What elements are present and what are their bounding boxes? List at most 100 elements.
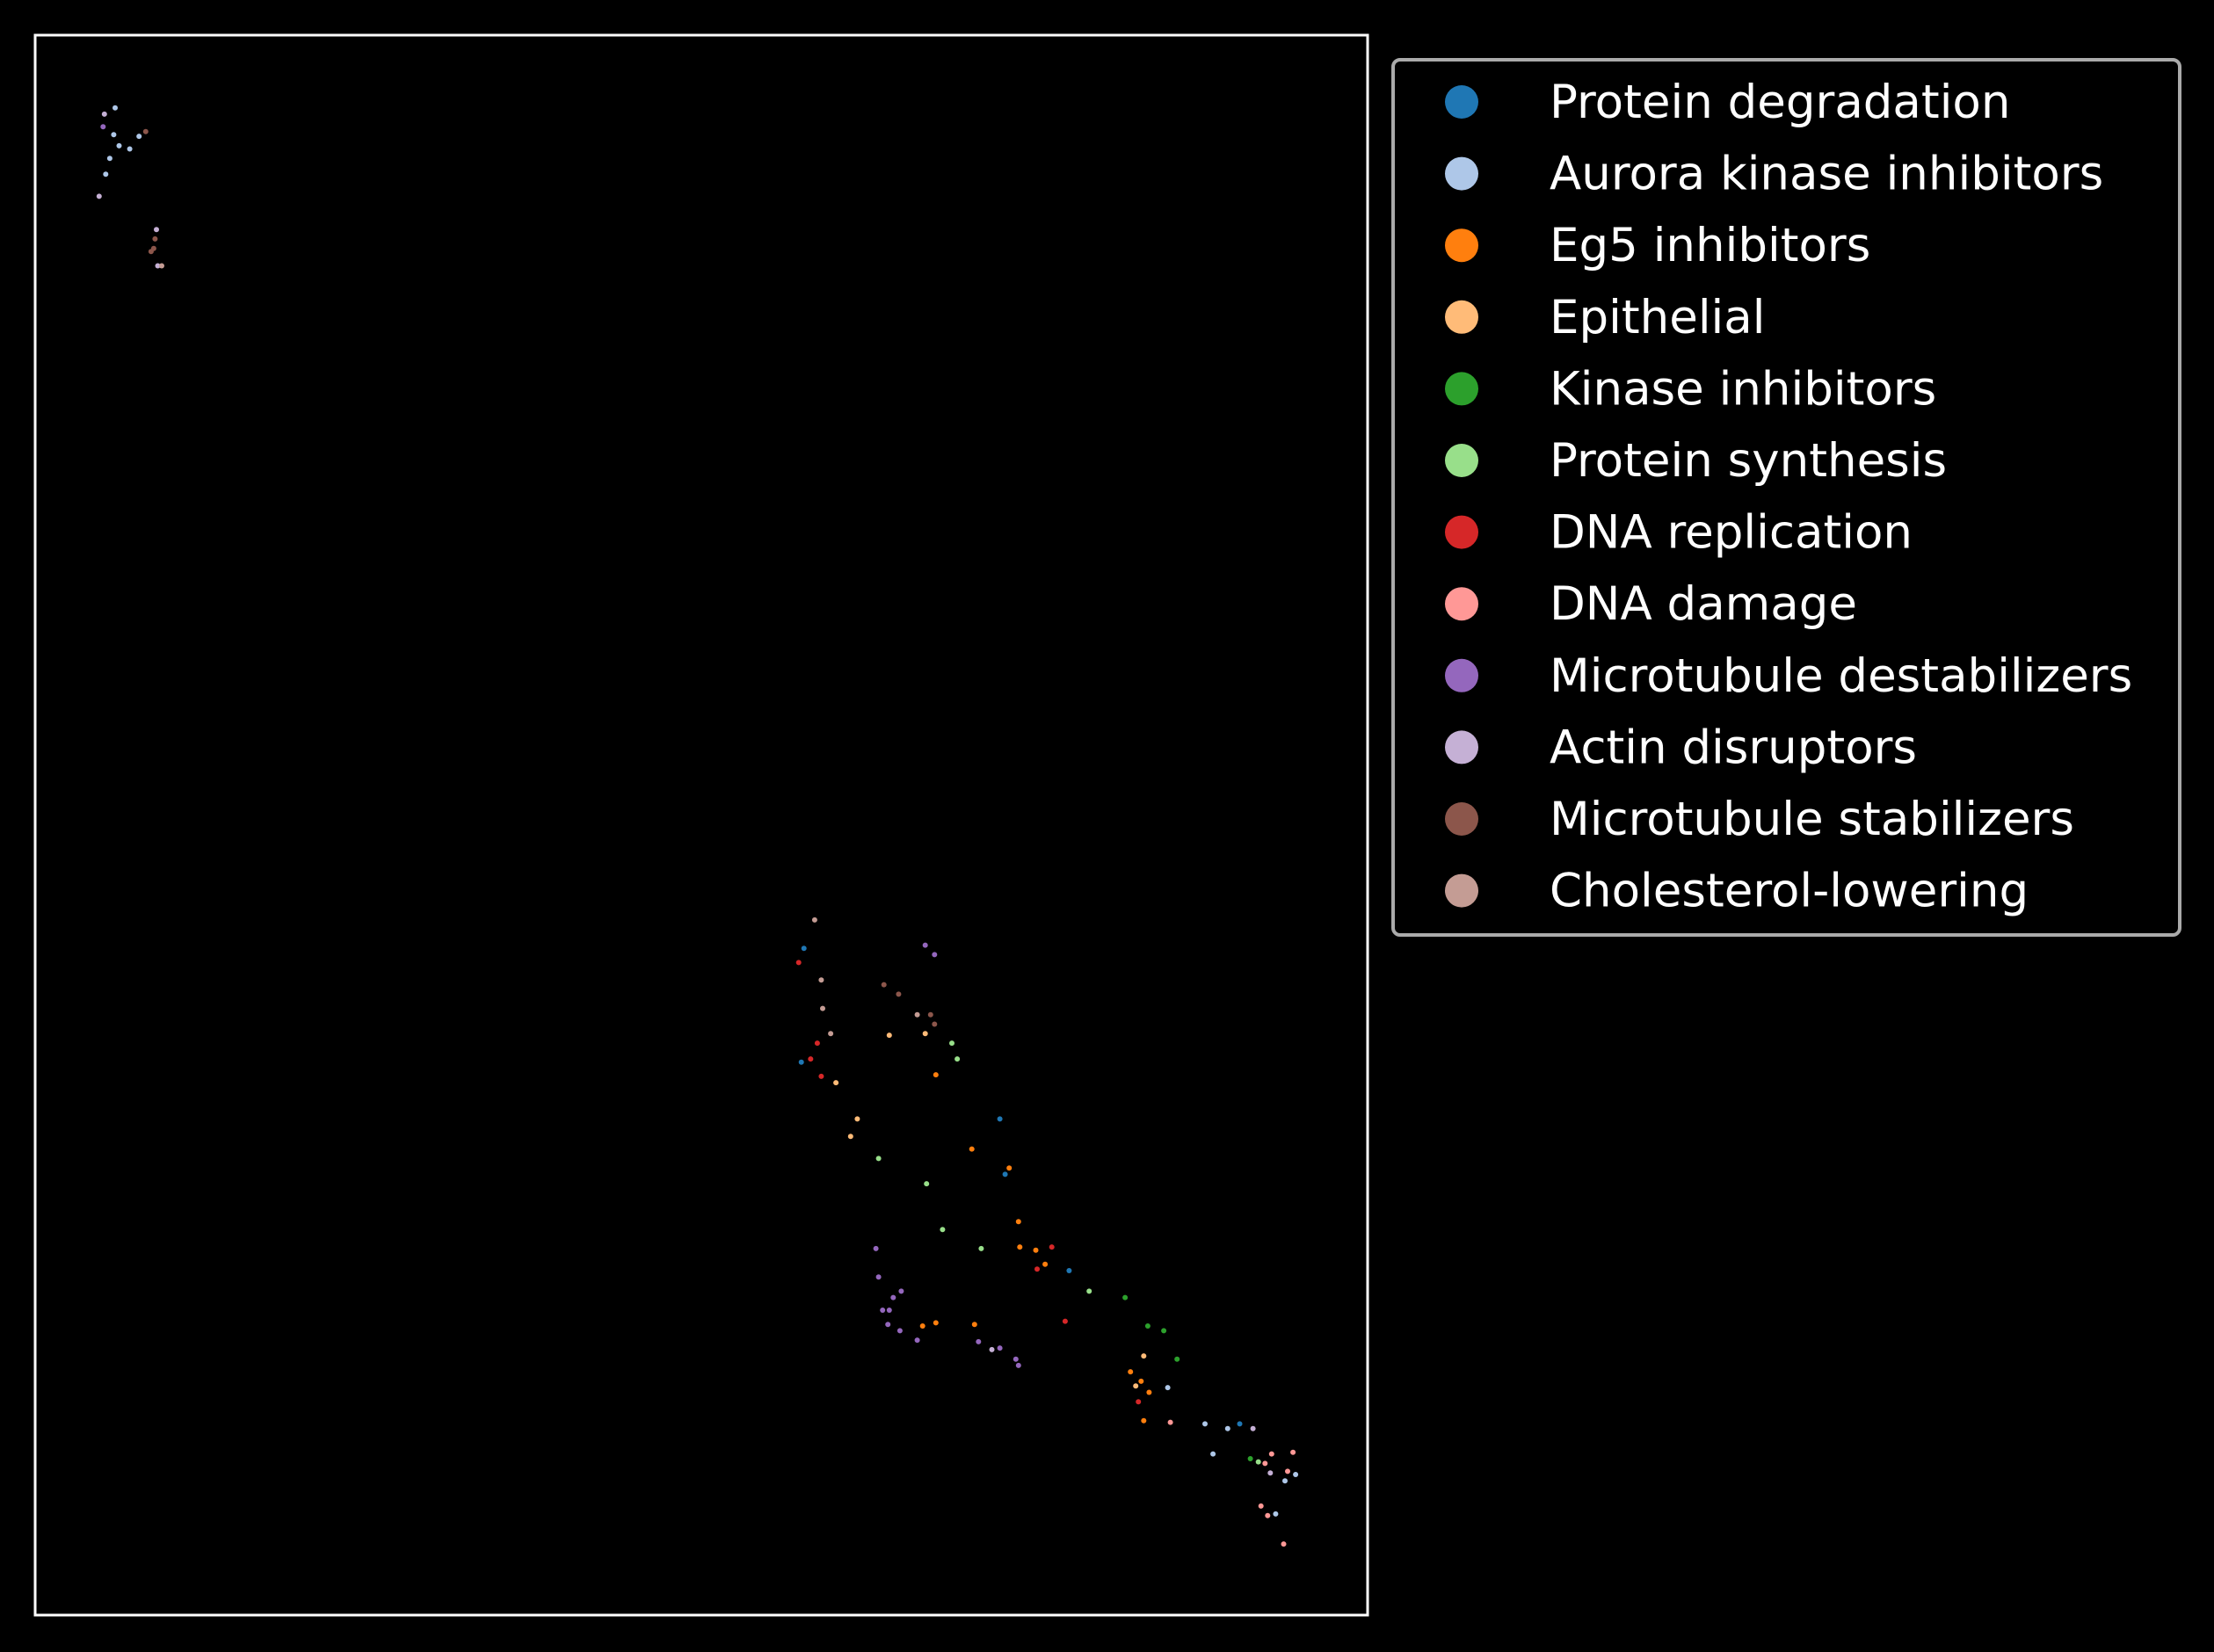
data-point-series-9-5 bbox=[1250, 1425, 1256, 1431]
data-point-series-6-7 bbox=[1136, 1399, 1142, 1405]
legend-label: Actin disruptors bbox=[1550, 721, 1917, 774]
data-point-series-1-11 bbox=[1293, 1472, 1299, 1477]
data-point-series-8-9 bbox=[885, 1322, 891, 1328]
data-point-series-6-4 bbox=[1049, 1244, 1055, 1250]
data-point-series-9-6 bbox=[1267, 1470, 1274, 1476]
legend-item: Microtubule stabilizers bbox=[1445, 793, 2074, 846]
data-point-series-6-6 bbox=[1062, 1318, 1068, 1324]
data-point-series-1-2 bbox=[116, 142, 122, 149]
data-point-series-10-4 bbox=[881, 982, 887, 988]
data-point-series-2-5 bbox=[1033, 1247, 1039, 1253]
legend-label: Kinase inhibitors bbox=[1550, 362, 1936, 416]
data-point-series-3-6 bbox=[1133, 1383, 1139, 1389]
data-point-series-3-3 bbox=[886, 1032, 892, 1039]
data-point-series-10-5 bbox=[896, 991, 902, 997]
data-point-series-5-0 bbox=[949, 1040, 955, 1047]
legend-item: Kinase inhibitors bbox=[1445, 362, 1936, 416]
data-point-series-7-2 bbox=[1262, 1460, 1268, 1467]
data-point-series-11-5 bbox=[159, 263, 164, 269]
data-point-series-2-6 bbox=[1042, 1261, 1049, 1267]
data-point-series-5-1 bbox=[955, 1056, 961, 1062]
legend-item: Microtubule destabilizers bbox=[1445, 649, 2132, 703]
data-point-series-2-7 bbox=[919, 1323, 926, 1329]
legend-item: Epithelial bbox=[1445, 291, 1766, 344]
data-point-series-4-0 bbox=[1122, 1294, 1129, 1301]
legend-marker bbox=[1445, 85, 1478, 119]
data-point-series-11-3 bbox=[828, 1031, 834, 1037]
legend-item: Protein degradation bbox=[1445, 76, 2010, 129]
legend-marker bbox=[1445, 300, 1478, 334]
data-point-series-8-0 bbox=[922, 942, 928, 948]
legend-label: DNA damage bbox=[1550, 577, 1857, 631]
data-point-series-1-0 bbox=[113, 105, 118, 111]
legend-item: DNA damage bbox=[1445, 577, 1857, 631]
data-point-series-2-9 bbox=[971, 1322, 977, 1328]
data-point-series-8-15 bbox=[1013, 1356, 1019, 1362]
data-point-series-3-4 bbox=[922, 1031, 928, 1037]
data-point-series-8-14 bbox=[1015, 1362, 1021, 1368]
data-point-series-8-1 bbox=[932, 952, 938, 958]
legend-item: Aurora kinase inhibitors bbox=[1445, 148, 2103, 201]
legend-marker bbox=[1445, 228, 1478, 263]
data-point-series-1-7 bbox=[1165, 1385, 1171, 1391]
data-point-series-1-5 bbox=[103, 171, 109, 178]
data-point-series-6-1 bbox=[814, 1040, 820, 1047]
data-point-series-0-3 bbox=[1002, 1171, 1008, 1177]
data-point-series-7-6 bbox=[1281, 1541, 1287, 1547]
legend-marker bbox=[1445, 873, 1478, 908]
data-point-series-2-8 bbox=[933, 1320, 939, 1326]
data-point-series-2-12 bbox=[1146, 1389, 1152, 1395]
data-point-series-6-3 bbox=[818, 1073, 824, 1079]
data-point-series-8-8 bbox=[886, 1308, 892, 1313]
data-point-series-5-6 bbox=[1086, 1288, 1092, 1294]
legend-item: Cholesterol-lowering bbox=[1445, 865, 2029, 918]
legend-label: Epithelial bbox=[1550, 291, 1766, 344]
data-point-series-8-12 bbox=[976, 1338, 982, 1344]
legend-label: Cholesterol-lowering bbox=[1550, 865, 2029, 918]
data-point-series-2-4 bbox=[1017, 1244, 1023, 1250]
data-point-series-6-5 bbox=[1034, 1266, 1040, 1272]
data-point-series-9-0 bbox=[101, 111, 107, 117]
data-point-series-1-1 bbox=[111, 132, 117, 138]
data-point-series-6-2 bbox=[808, 1056, 814, 1062]
legend-item: Eg5 inhibitors bbox=[1445, 219, 1870, 272]
data-point-series-2-1 bbox=[969, 1146, 975, 1152]
data-point-series-11-2 bbox=[820, 1005, 825, 1011]
legend-marker bbox=[1445, 587, 1478, 621]
legend-label: Protein degradation bbox=[1550, 76, 2010, 129]
data-point-series-1-13 bbox=[1210, 1451, 1216, 1457]
data-point-series-8-13 bbox=[997, 1345, 1003, 1351]
data-point-series-9-4 bbox=[989, 1346, 995, 1352]
data-point-series-10-7 bbox=[932, 1021, 938, 1027]
legend-label: Microtubule stabilizers bbox=[1550, 793, 2074, 846]
data-point-series-10-0 bbox=[142, 128, 149, 134]
plot-area-frame bbox=[33, 33, 1369, 1617]
data-point-series-0-0 bbox=[801, 946, 807, 952]
data-point-series-1-9 bbox=[1224, 1425, 1230, 1431]
data-point-series-7-5 bbox=[1265, 1512, 1271, 1518]
data-point-series-2-3 bbox=[1015, 1219, 1021, 1225]
legend-marker bbox=[1445, 802, 1478, 836]
data-point-series-8-11 bbox=[914, 1337, 920, 1344]
legend-marker bbox=[1445, 515, 1478, 549]
data-point-series-9-2 bbox=[154, 227, 159, 233]
data-point-series-4-3 bbox=[1174, 1356, 1180, 1362]
data-point-series-2-13 bbox=[1141, 1417, 1147, 1424]
legend-label: Microtubule destabilizers bbox=[1550, 649, 2132, 703]
data-point-series-4-4 bbox=[1247, 1456, 1253, 1461]
data-point-series-2-11 bbox=[1138, 1378, 1144, 1384]
data-point-series-1-8 bbox=[1202, 1421, 1208, 1427]
legend-label: Aurora kinase inhibitors bbox=[1550, 148, 2103, 201]
data-point-series-6-0 bbox=[795, 960, 802, 966]
legend-label: Eg5 inhibitors bbox=[1550, 219, 1870, 272]
data-point-series-7-0 bbox=[1268, 1451, 1274, 1457]
data-point-series-8-5 bbox=[890, 1294, 896, 1301]
legend-item: Actin disruptors bbox=[1445, 721, 1917, 774]
data-point-series-1-3 bbox=[136, 134, 142, 140]
data-point-series-0-4 bbox=[1066, 1268, 1072, 1273]
data-point-series-8-3 bbox=[873, 1245, 879, 1251]
legend-label: DNA replication bbox=[1550, 506, 1913, 560]
data-point-series-5-7 bbox=[1255, 1459, 1261, 1465]
data-point-series-5-5 bbox=[978, 1245, 984, 1251]
legend-marker bbox=[1445, 730, 1478, 764]
